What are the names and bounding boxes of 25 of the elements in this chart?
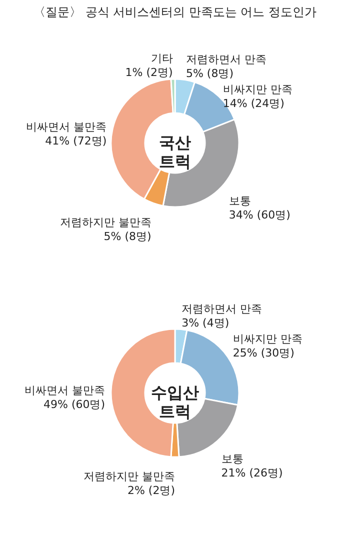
slice-label: 저렴하면서 만족	[182, 302, 262, 316]
data-label: 49% (60명)	[44, 398, 106, 411]
data-label: 5% (8명)	[186, 66, 234, 80]
slice-label: 보통	[221, 452, 244, 466]
slice-label: 비싸지만 만족	[222, 82, 292, 96]
data-label: 21% (26명)	[221, 466, 283, 480]
data-label: 25% (30명)	[232, 346, 294, 360]
data-label: 2% (2명)	[127, 484, 175, 497]
slice-label: 비싸면서 불만족	[24, 384, 106, 397]
data-label: 34% (60명)	[228, 208, 290, 222]
data-label: 14% (24명)	[222, 96, 284, 110]
data-label: 5% (8명)	[104, 230, 152, 243]
chart-title: 〈질문〉 공식 서비스센터의 만족도는 어느 정도인가	[33, 5, 317, 19]
slice-label: 비싸면서 불만족	[26, 120, 107, 134]
slice-label: 비싸지만 만족	[232, 332, 302, 346]
text: 수입산 트럭	[151, 383, 199, 421]
slice-label: 보통	[228, 194, 251, 208]
data-label: 41% (72명)	[45, 134, 107, 148]
data-label: 3% (4명)	[182, 316, 230, 330]
slice-label: 기타	[150, 52, 173, 66]
slice-label: 저렴하지만 불만족	[84, 470, 175, 483]
data-label: 1% (2명)	[125, 66, 173, 80]
slice-label: 저렴하면서 만족	[186, 52, 266, 66]
text: 국산 트럭	[159, 133, 191, 171]
slice-label: 저렴하지만 불만족	[60, 216, 152, 229]
